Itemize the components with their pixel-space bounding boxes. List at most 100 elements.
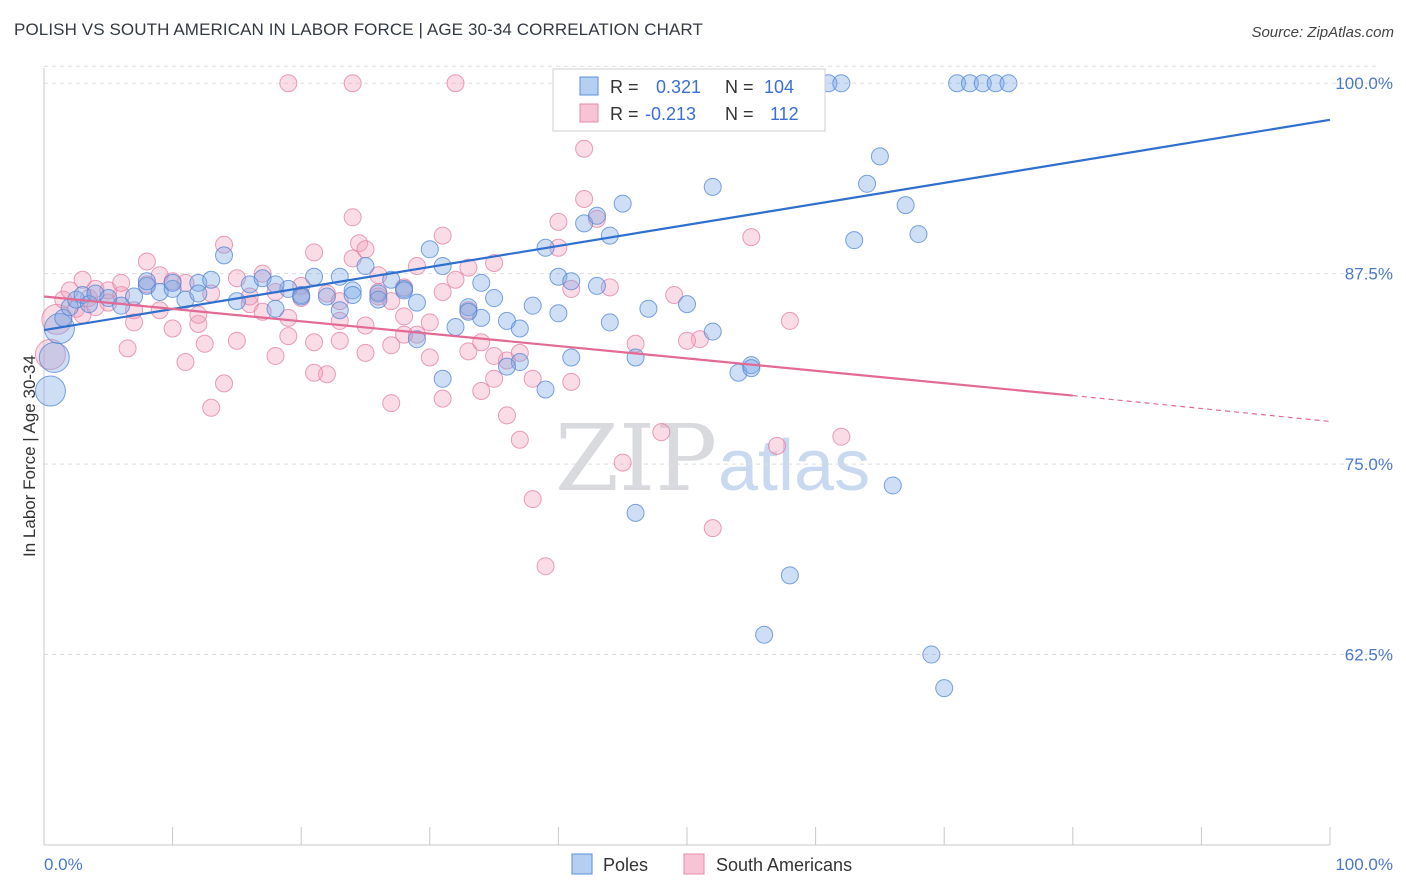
south-americans-point xyxy=(176,353,195,372)
south-americans-point xyxy=(446,270,465,289)
poles-point xyxy=(626,503,645,522)
poles-point xyxy=(317,287,336,306)
south-americans-r-label: R = xyxy=(610,104,639,124)
poles-point xyxy=(986,74,1005,93)
x-tick-label-end: 100.0% xyxy=(1335,855,1393,874)
south-americans-point xyxy=(125,313,144,332)
poles-point xyxy=(703,322,722,341)
poles-n-label: N = xyxy=(725,77,754,97)
poles-point xyxy=(587,206,606,225)
poles-point xyxy=(343,286,362,305)
poles-point xyxy=(896,196,915,215)
south-americans-point xyxy=(356,316,375,335)
poles-point xyxy=(163,279,182,298)
poles-point xyxy=(38,341,70,373)
south-americans-point xyxy=(407,325,426,344)
source-label: Source: ZipAtlas.com xyxy=(1251,24,1394,41)
poles-point xyxy=(497,357,516,376)
south-americans-point xyxy=(189,305,208,324)
south-americans-point xyxy=(137,252,156,271)
south-americans-point xyxy=(678,331,696,350)
poles-point xyxy=(870,147,889,166)
south-americans-n-value: 112 xyxy=(770,104,799,124)
poles-point xyxy=(369,284,388,303)
y-tick-label: 87.5% xyxy=(1345,265,1393,284)
poles-point xyxy=(305,267,324,286)
south-americans-point xyxy=(562,372,581,391)
south-americans-point xyxy=(433,389,452,408)
south-americans-point xyxy=(163,319,182,338)
south-americans-point xyxy=(227,331,246,350)
poles-r-value: 0.321 xyxy=(656,77,701,97)
south-americans-point xyxy=(279,74,298,93)
south-americans-point xyxy=(253,264,272,283)
poles-point xyxy=(883,476,902,495)
watermark-atlas: atlas xyxy=(718,426,870,506)
south-americans-point xyxy=(510,343,529,362)
south-americans-point xyxy=(768,436,787,455)
x-tick-label-start: 0.0% xyxy=(44,855,83,874)
south-americans-point xyxy=(510,430,529,449)
poles-point xyxy=(330,301,349,320)
south-americans-point xyxy=(112,273,131,292)
poles-point xyxy=(935,679,954,698)
poles-point xyxy=(909,225,928,244)
trend-lines xyxy=(43,118,1331,423)
poles-point xyxy=(420,240,439,259)
poles-point xyxy=(292,287,311,306)
south-americans-trend-line xyxy=(43,295,1073,397)
chart-title: POLISH VS SOUTH AMERICAN IN LABOR FORCE … xyxy=(14,20,703,39)
poles-point xyxy=(369,290,388,309)
south-americans-point xyxy=(215,235,234,254)
south-americans-point xyxy=(305,333,324,352)
south-americans-point xyxy=(665,286,684,305)
south-americans-series-swatch xyxy=(683,853,705,875)
south-americans-point xyxy=(459,342,478,361)
south-americans-point xyxy=(189,314,208,333)
y-tick-label: 75.0% xyxy=(1345,455,1393,474)
south-americans-point xyxy=(407,257,426,276)
poles-trend-line xyxy=(43,118,1331,332)
south-americans-point xyxy=(575,190,594,209)
poles-point xyxy=(34,375,66,407)
poles-point xyxy=(780,566,799,585)
poles-point xyxy=(549,304,568,323)
south-americans-point xyxy=(279,308,298,327)
poles-point xyxy=(485,289,504,308)
stats-legend: R = 0.321 N = 104 R = -0.213 N = 112 xyxy=(552,68,826,132)
south-americans-point xyxy=(382,394,401,413)
poles-point xyxy=(227,292,246,311)
poles-points xyxy=(34,74,1018,698)
poles-point xyxy=(356,257,375,276)
poles-point xyxy=(639,299,658,318)
poles-point xyxy=(266,299,285,318)
south-americans-point xyxy=(215,374,234,393)
south-americans-point xyxy=(613,453,632,472)
poles-point xyxy=(678,295,696,314)
poles-point xyxy=(587,276,606,295)
south-americans-point xyxy=(832,427,851,446)
south-americans-point xyxy=(742,228,761,247)
y-tick-label: 62.5% xyxy=(1345,646,1393,665)
south-americans-point xyxy=(266,346,285,365)
watermark-zip: ZIP xyxy=(555,405,717,512)
poles-point xyxy=(510,319,529,338)
south-americans-point xyxy=(575,139,594,158)
poles-point xyxy=(407,293,426,312)
south-americans-point xyxy=(562,279,581,298)
south-americans-n-label: N = xyxy=(725,104,754,124)
poles-point xyxy=(472,273,491,292)
south-americans-point xyxy=(497,406,516,425)
poles-point xyxy=(922,645,941,664)
south-americans-point xyxy=(523,490,542,509)
south-americans-point xyxy=(356,240,375,259)
poles-point xyxy=(858,174,877,193)
south-americans-point xyxy=(446,74,465,93)
south-americans-point xyxy=(485,346,504,365)
poles-point xyxy=(446,318,465,336)
south-americans-point xyxy=(202,398,221,417)
poles-point xyxy=(395,281,414,300)
south-americans-point xyxy=(317,365,336,384)
south-americans-point xyxy=(703,519,722,538)
